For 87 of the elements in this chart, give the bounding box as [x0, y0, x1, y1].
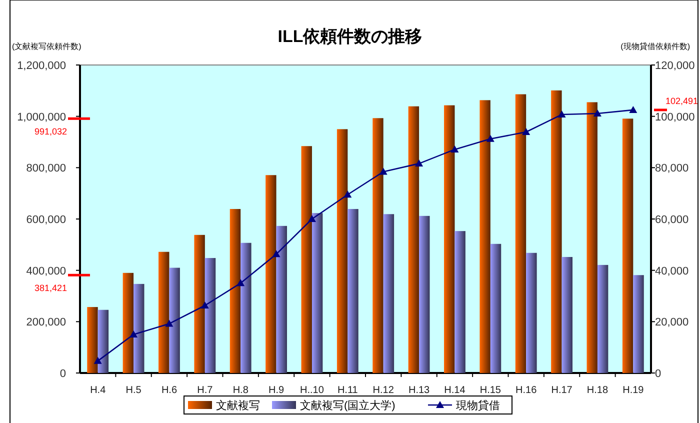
- x-tick-label: H.8: [232, 385, 249, 396]
- bar: [622, 118, 634, 373]
- x-tick-label: H..10: [300, 385, 324, 396]
- bar: [266, 175, 276, 373]
- x-tick-label: H.7: [197, 385, 214, 396]
- bar: [372, 118, 384, 373]
- bar: [444, 105, 455, 373]
- x-tick-label: H.15: [480, 385, 502, 396]
- bar: [586, 102, 598, 373]
- x-tick-label: H.6: [161, 385, 178, 396]
- x-tick-label: H.11: [337, 385, 358, 396]
- point: [165, 320, 174, 327]
- point: [522, 128, 530, 135]
- point: [486, 134, 494, 142]
- bar: [134, 284, 144, 373]
- x-tick-label: H.17: [551, 385, 573, 396]
- legend-label: 文献複写: [216, 399, 260, 412]
- x-tick-label: H.13: [408, 385, 430, 396]
- x-tick-label: H.5: [126, 385, 142, 396]
- bar: [454, 231, 466, 373]
- ref-line-label: 381,421: [34, 283, 67, 294]
- bar: [204, 258, 216, 373]
- y-tick-label: 1,000,000: [17, 111, 66, 124]
- bar: [240, 242, 252, 373]
- y2-tick-label: 40,000: [655, 265, 689, 278]
- bar: [551, 90, 562, 373]
- x-tick-label: H.19: [622, 385, 644, 396]
- bar: [276, 226, 287, 373]
- x-tick-label: H.16: [516, 385, 538, 396]
- bar: [169, 268, 180, 373]
- chart-title: ILL依頼件数の推移: [278, 27, 422, 46]
- x-tick-label: H.4: [90, 385, 106, 396]
- bar: [87, 307, 98, 373]
- y2-tick-label: 80,000: [655, 162, 689, 175]
- y2-axis-title: (現物貸借依頼件数): [620, 42, 690, 51]
- point: [629, 106, 638, 113]
- bar: [336, 129, 348, 373]
- y2-tick-label: 120,000: [655, 60, 695, 72]
- bar: [98, 310, 109, 373]
- y-tick-label: 0: [60, 368, 66, 380]
- x-tick-label: H.14: [444, 385, 466, 396]
- bar: [515, 94, 526, 373]
- point: [344, 190, 352, 198]
- bar: [230, 208, 241, 373]
- y2-tick-label: 0: [655, 368, 662, 380]
- bar: [301, 146, 312, 373]
- point: [130, 330, 138, 338]
- y2-tick-label: 60,000: [655, 214, 689, 226]
- point: [272, 250, 280, 258]
- y-axis-title: (文献複写依頼件数): [12, 42, 82, 51]
- bar: [526, 252, 537, 373]
- point: [94, 356, 102, 364]
- x-tick-label: H.12: [372, 385, 394, 396]
- bar: [419, 216, 430, 373]
- bar: [383, 214, 394, 373]
- ref-line-label: 102,491: [665, 96, 698, 106]
- y-tick-label: 200,000: [26, 316, 66, 329]
- bar: [562, 256, 572, 373]
- bar: [490, 244, 502, 373]
- legend-label: 文献複写(国立大学): [300, 399, 396, 412]
- bar: [633, 275, 644, 373]
- bar: [597, 264, 608, 373]
- bar: [194, 234, 205, 373]
- point: [450, 145, 459, 152]
- point: [415, 160, 424, 167]
- bar: [408, 106, 420, 373]
- y2-tick-label: 20,000: [655, 316, 689, 329]
- point: [558, 110, 566, 118]
- ref-line-label: 991,032: [34, 126, 67, 137]
- bar: [348, 208, 358, 373]
- point: [593, 110, 602, 117]
- bar: [158, 252, 170, 373]
- point: [308, 215, 316, 222]
- y-tick-label: 800,000: [26, 162, 66, 175]
- y-tick-label: 400,000: [26, 265, 66, 278]
- point: [236, 279, 245, 286]
- bar: [312, 213, 323, 373]
- y2-tick-label: 100,000: [655, 111, 695, 124]
- x-tick-label: H.18: [586, 385, 608, 396]
- y-tick-label: 1,200,000: [17, 60, 66, 72]
- legend-label: 現物貸借: [456, 399, 500, 412]
- bar: [480, 100, 490, 373]
- bar: [122, 272, 134, 373]
- point: [200, 301, 209, 308]
- y-tick-label: 600,000: [26, 214, 66, 226]
- point: [379, 168, 388, 175]
- x-tick-label: H.9: [268, 385, 284, 396]
